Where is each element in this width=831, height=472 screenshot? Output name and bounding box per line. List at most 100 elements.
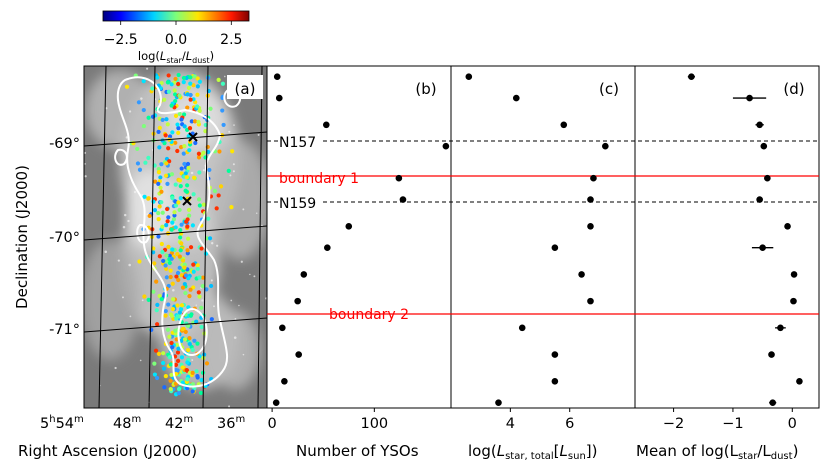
star-dot <box>127 219 130 223</box>
data-point <box>590 174 597 182</box>
yso-point <box>178 227 183 233</box>
data-point <box>768 351 775 358</box>
yso-point <box>179 144 184 150</box>
yso-point <box>147 213 152 219</box>
yso-point <box>179 166 184 171</box>
yso-point <box>171 217 177 222</box>
yso-point <box>183 171 188 176</box>
data-point <box>759 244 766 251</box>
yso-point <box>197 108 202 113</box>
yso-point <box>175 368 180 373</box>
yso-point <box>226 168 231 174</box>
yso-point <box>165 206 170 212</box>
yso-point <box>177 310 182 315</box>
star-dot <box>233 336 237 339</box>
yso-point <box>170 220 175 225</box>
ra-tick-label: 42m <box>165 414 193 432</box>
star-dot <box>201 299 204 302</box>
yso-point <box>175 358 181 364</box>
yso-point <box>154 279 159 284</box>
yso-point <box>185 161 191 167</box>
ra-tick-label: 48m <box>113 414 141 432</box>
star-dot <box>84 175 87 178</box>
star-dot <box>229 174 232 177</box>
panel-c-tag: (c) <box>599 80 619 98</box>
yso-point <box>175 314 180 319</box>
dec-tick-label: -70° <box>49 230 80 246</box>
yso-point <box>152 261 157 266</box>
star-dot <box>122 296 124 299</box>
data-point <box>784 223 791 230</box>
yso-point <box>161 351 166 356</box>
yso-point <box>167 355 172 360</box>
yso-point <box>164 253 169 258</box>
yso-point <box>163 173 169 178</box>
data-point <box>272 399 280 406</box>
yso-point <box>177 93 182 98</box>
yso-point <box>164 223 169 228</box>
panel-a-tag-bg <box>227 75 263 99</box>
data-point <box>442 142 450 150</box>
panel-d-data: −2 −1 0 <box>663 73 803 432</box>
yso-point <box>156 234 161 239</box>
yso-point <box>166 73 171 78</box>
yso-point <box>160 249 165 255</box>
yso-point <box>178 306 184 312</box>
yso-point <box>189 119 194 124</box>
yso-point <box>209 283 214 289</box>
yso-point <box>184 175 189 180</box>
yso-point <box>163 263 168 268</box>
panel-b-frame <box>266 65 452 409</box>
star-dot <box>124 213 127 217</box>
star-dot <box>146 67 149 70</box>
star-dot <box>233 124 235 126</box>
yso-point <box>196 197 202 202</box>
yso-point <box>161 366 167 371</box>
yso-point <box>172 210 177 215</box>
yso-point <box>190 347 195 352</box>
cross-markers <box>182 132 198 206</box>
star-dot <box>242 208 245 211</box>
data-point <box>495 399 502 406</box>
yso-point <box>200 283 205 289</box>
x-axis-label-b: Number of YSOs <box>296 442 419 460</box>
yso-point <box>166 302 171 307</box>
yso-point <box>165 327 171 332</box>
yso-point <box>175 303 180 308</box>
data-point <box>295 351 302 358</box>
data-point <box>399 196 407 203</box>
yso-point <box>186 85 191 90</box>
yso-point <box>178 196 183 201</box>
yso-point <box>159 80 164 86</box>
yso-point <box>190 223 195 228</box>
dec-tick-label: -71° <box>49 322 80 338</box>
star-dot <box>125 136 128 139</box>
yso-point <box>186 207 192 213</box>
star-dot <box>117 259 120 262</box>
yso-point <box>182 337 188 342</box>
yso-point <box>168 274 173 280</box>
yso-point <box>214 206 219 211</box>
panel-d-tag: (d) <box>783 80 804 98</box>
data-point <box>587 223 594 230</box>
yso-point <box>168 362 173 367</box>
yso-point <box>156 181 161 186</box>
data-point <box>279 324 286 332</box>
yso-point <box>176 130 181 136</box>
data-point <box>512 94 520 102</box>
data-point <box>273 73 281 80</box>
yso-point <box>196 155 202 160</box>
yso-point <box>157 293 162 299</box>
yso-point <box>182 144 187 149</box>
x-tick-label: 0 <box>788 416 797 432</box>
data-point <box>790 297 797 305</box>
yso-point <box>167 159 172 164</box>
reference-lines: N157 N159 boundary 1 boundary 2 <box>267 133 819 323</box>
yso-point <box>171 297 176 302</box>
yso-point <box>173 113 179 118</box>
yso-point <box>169 82 174 87</box>
data-point <box>518 324 526 332</box>
contour-small-1 <box>114 148 128 166</box>
yso-point <box>187 213 192 218</box>
yso-point <box>196 151 202 156</box>
